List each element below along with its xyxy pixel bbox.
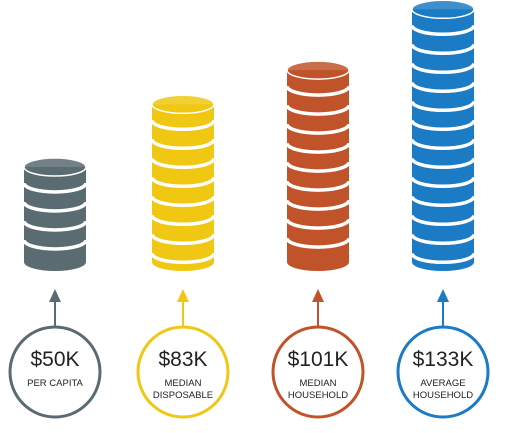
coin-edge <box>150 195 216 208</box>
coin-edge <box>410 100 476 113</box>
stack-top <box>23 157 87 177</box>
coin-stack: $101K <box>271 60 365 419</box>
coin-edge <box>285 123 351 135</box>
coin-edge <box>410 252 476 265</box>
coin-edge <box>150 119 216 132</box>
coin-stack: $83K <box>136 94 230 419</box>
coin-stack: $133K <box>396 0 490 419</box>
coin-edge <box>285 218 351 230</box>
category-label: MEDIAN DISPOSABLE <box>152 378 214 401</box>
coin-edge <box>285 237 351 249</box>
coin-edge <box>150 176 216 189</box>
category-label: PER CAPITA <box>27 378 83 389</box>
coin-edge <box>285 85 351 97</box>
coin-edge <box>410 195 476 208</box>
category-label: AVERAGE HOUSEHOLD <box>412 378 474 401</box>
stack-top <box>286 60 350 80</box>
coin-edge <box>410 176 476 189</box>
coin-edge <box>410 119 476 132</box>
coin-edge <box>150 138 216 151</box>
arrow-head <box>437 289 449 302</box>
coin-edge <box>150 233 216 246</box>
coin-edge <box>285 161 351 173</box>
coin-edge <box>150 157 216 170</box>
coin-edge <box>410 233 476 246</box>
coin-edge <box>22 182 88 194</box>
value-label: $133K <box>413 348 474 371</box>
value-label: $83K <box>158 348 207 371</box>
value-label: $101K <box>288 348 349 371</box>
arrow-head <box>49 289 61 302</box>
category-label: MEDIAN HOUSEHOLD <box>287 378 349 401</box>
value-label: $50K <box>30 348 79 371</box>
coin-edge <box>410 24 476 37</box>
coin-edge <box>22 239 88 251</box>
coin-stack: $50K <box>8 157 102 419</box>
coin-edge <box>410 138 476 151</box>
coin-edge <box>285 142 351 154</box>
arrow-head <box>312 289 324 302</box>
coin-edge <box>285 104 351 116</box>
coin-edge <box>22 220 88 232</box>
coin-edge <box>150 214 216 227</box>
coin-edge <box>410 214 476 227</box>
stack-top <box>411 0 475 20</box>
arrow-head <box>177 289 189 302</box>
coin-edge <box>22 201 88 213</box>
coin-edge <box>410 62 476 75</box>
coin-edge <box>285 199 351 211</box>
stack <box>287 70 349 262</box>
label-circle <box>136 325 230 419</box>
coin-edge <box>410 81 476 94</box>
coin-edge <box>410 157 476 170</box>
coin-edge <box>410 43 476 56</box>
coin-edge <box>285 180 351 192</box>
stack-top <box>151 94 215 115</box>
label-circle <box>271 325 365 419</box>
coin-edge <box>150 252 216 265</box>
label-circle <box>396 325 490 419</box>
label-circle <box>8 325 102 419</box>
